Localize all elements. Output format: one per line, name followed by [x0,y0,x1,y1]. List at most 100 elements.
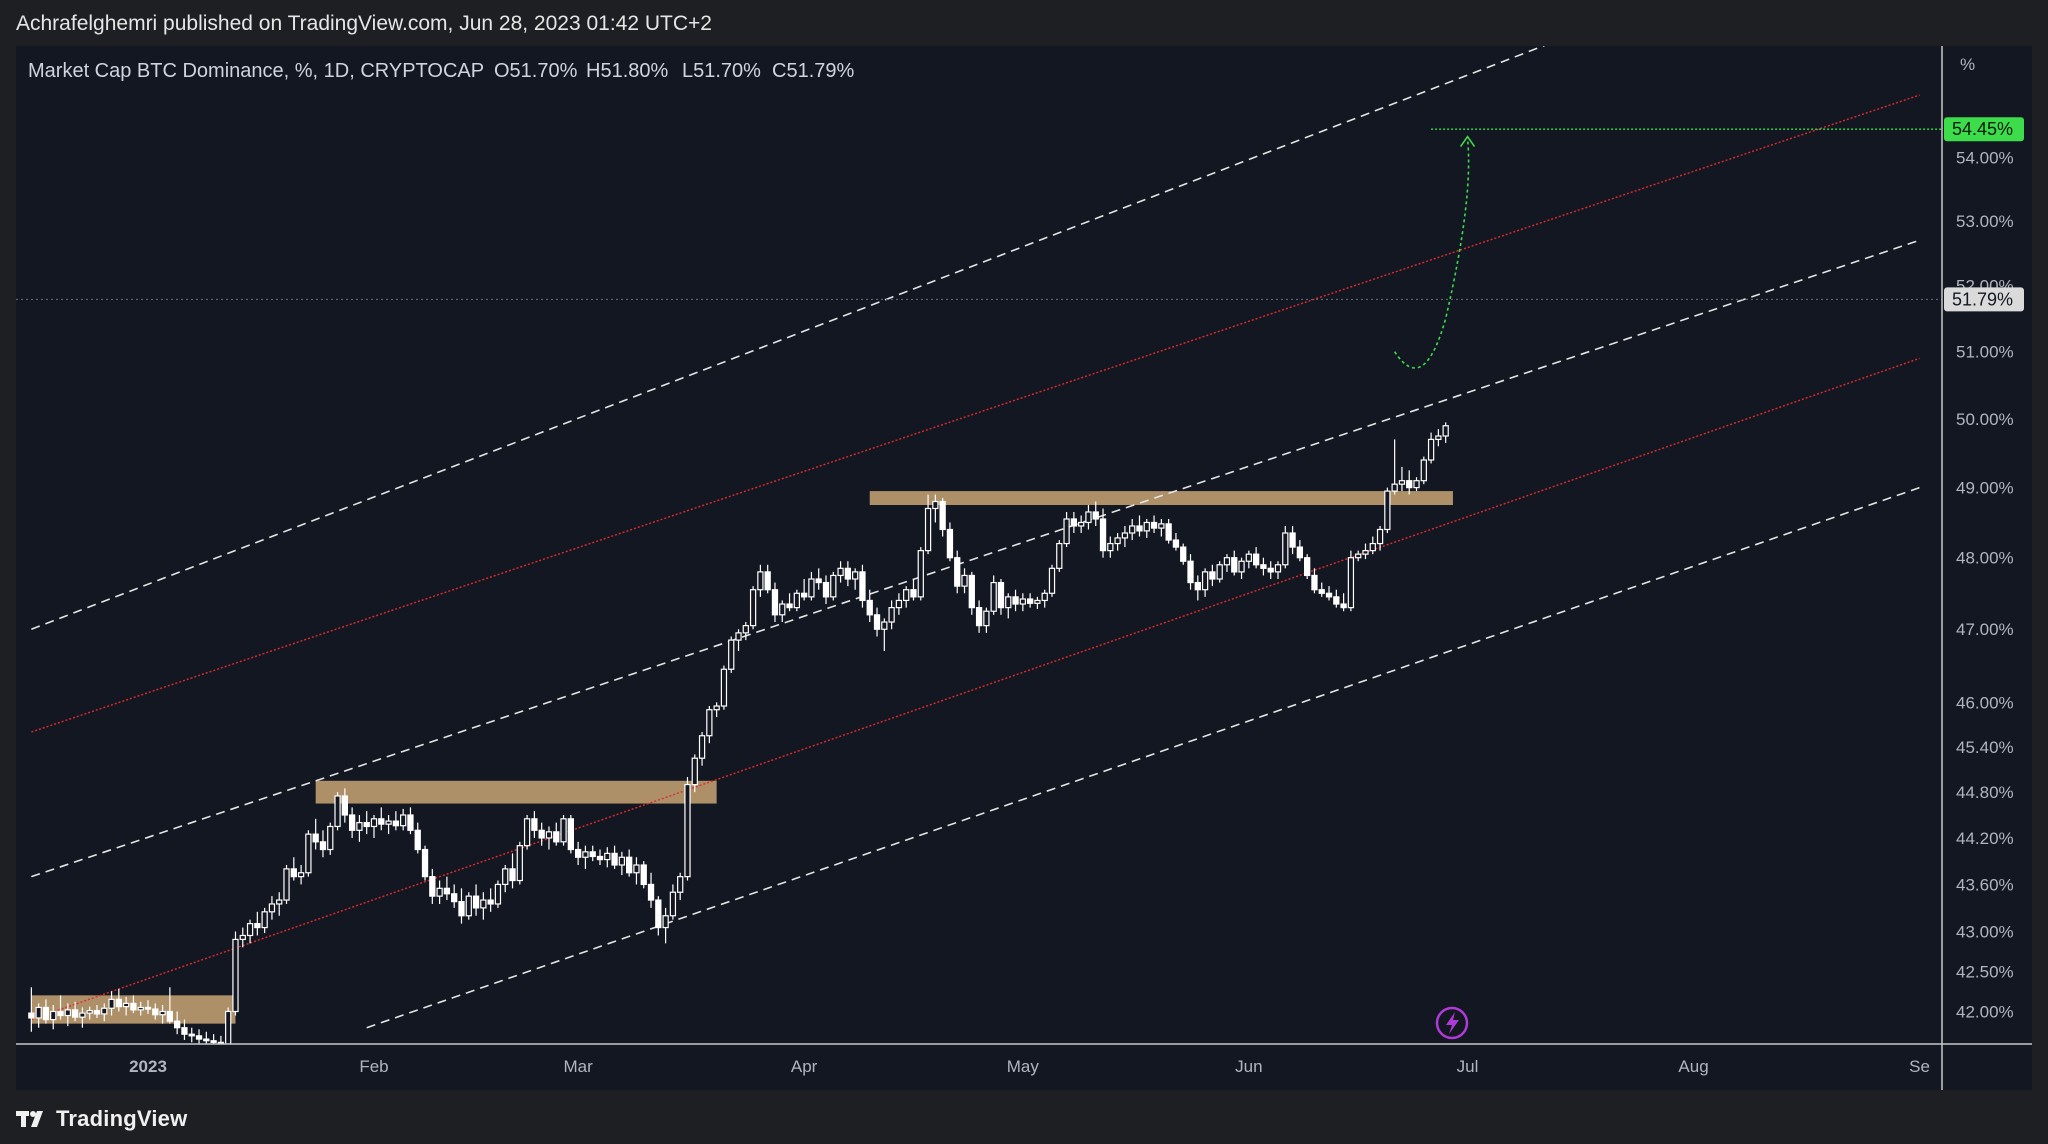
candle-body [1427,438,1435,461]
candle-body [800,592,808,598]
time-tick-label: Jul [1457,1057,1479,1076]
price-tick-label: 43.00% [1956,923,2014,942]
tradingview-logo-icon[interactable] [16,1109,50,1129]
brand-name[interactable]: TradingView [56,1106,188,1131]
candle-body [1136,525,1143,532]
projection-arrow-head [1459,135,1476,148]
candle-body [866,599,873,616]
candle-body [246,923,254,937]
candle-body [1165,523,1172,541]
candle-body [640,864,647,886]
time-tick-label: Se [1909,1057,1930,1076]
candle-body [720,668,728,707]
candle-body [188,1033,195,1037]
candle-body [1019,598,1026,605]
candle-body [1282,532,1289,566]
candle-body [735,632,742,641]
target-price-badge-bg [1944,117,2024,142]
candle-body [407,814,414,831]
candle-body [830,574,837,598]
candle-body [873,614,881,630]
candle-body [334,795,341,828]
candle-body [79,1012,86,1018]
price-tick-label: 46.00% [1956,693,2014,712]
candle-body [71,1009,79,1018]
candle-body [1056,542,1063,569]
candle-body [1238,560,1245,573]
candle-body [261,911,268,929]
candle-body [822,581,830,598]
zone-rect [315,780,717,804]
price-tick-label: 42.50% [1956,962,2014,981]
candle-body [42,1006,50,1021]
time-axis[interactable]: 2023 Feb Mar Apr May Jun Jul Aug Se [129,1057,1930,1076]
candle-body [1121,532,1129,539]
candle-body [691,757,698,786]
candle-body [677,876,684,893]
time-tick-label: 2023 [129,1057,167,1076]
candle-body [28,1012,35,1019]
price-tick-label: 47.00% [1956,620,2014,639]
candle-body [421,848,429,878]
candle-body [1289,532,1296,548]
price-tick-label: 44.80% [1956,783,2014,802]
candle-body [560,818,567,843]
candle-body [203,1038,210,1042]
price-tick-label: 54.00% [1956,148,2014,167]
candle-body [1034,599,1041,604]
channel-line-red [31,357,1920,1021]
candle-body [954,557,961,587]
candle-body [159,1010,166,1016]
candle-body [924,507,932,552]
candle-body [1216,564,1223,580]
candle-body [1406,480,1413,489]
candle-body [443,887,451,895]
price-tick-label: 53.00% [1956,212,2014,231]
lightning-icon[interactable] [1435,1006,1469,1040]
candle-body [611,852,618,866]
publisher-text: Achrafelghemri published on TradingView.… [16,12,712,35]
candle-body [618,856,626,866]
candle-body [1391,483,1398,492]
candle-body [130,1002,137,1011]
candle-body [268,903,276,913]
candle-body [538,829,545,839]
candle-body [1413,480,1420,489]
candle-body [881,621,888,630]
price-axis[interactable]: 54.00%53.00%52.00%51.00%50.00%49.00%48.0… [1944,117,2024,1021]
channel-line-red [31,94,1920,733]
candle-body [166,1010,174,1022]
candle-body [1041,592,1048,602]
candle-body [1252,553,1260,566]
legend-symbol[interactable]: Market Cap BTC Dominance, %, 1D, CRYPTOC… [28,60,484,82]
candle-body [589,851,596,858]
candle-body [728,639,735,670]
candle-body [895,599,903,609]
projection [1393,128,1942,369]
candle-body [1260,564,1267,569]
candle-body [1347,557,1355,609]
candle-body [436,887,443,897]
candle-body [1063,518,1070,545]
candle-body [385,820,392,825]
candle-body [1274,564,1282,573]
candle-body [990,581,997,612]
candle-body [283,868,290,901]
candle-body [392,820,400,827]
candle-body [225,1010,232,1044]
candle-body [917,550,924,598]
candle-body [1107,542,1114,552]
candle-body [57,1010,64,1017]
candle-body [1048,567,1056,594]
candle-body [174,1020,181,1029]
candle-body [356,822,363,831]
candle-body [1398,480,1406,485]
candle-body [1150,521,1158,529]
candle-body [137,1006,144,1011]
candle-body [239,934,246,941]
candle-body [582,851,589,858]
candle-body [655,899,662,929]
candle-body [1369,542,1376,552]
candle-body [1245,553,1252,562]
